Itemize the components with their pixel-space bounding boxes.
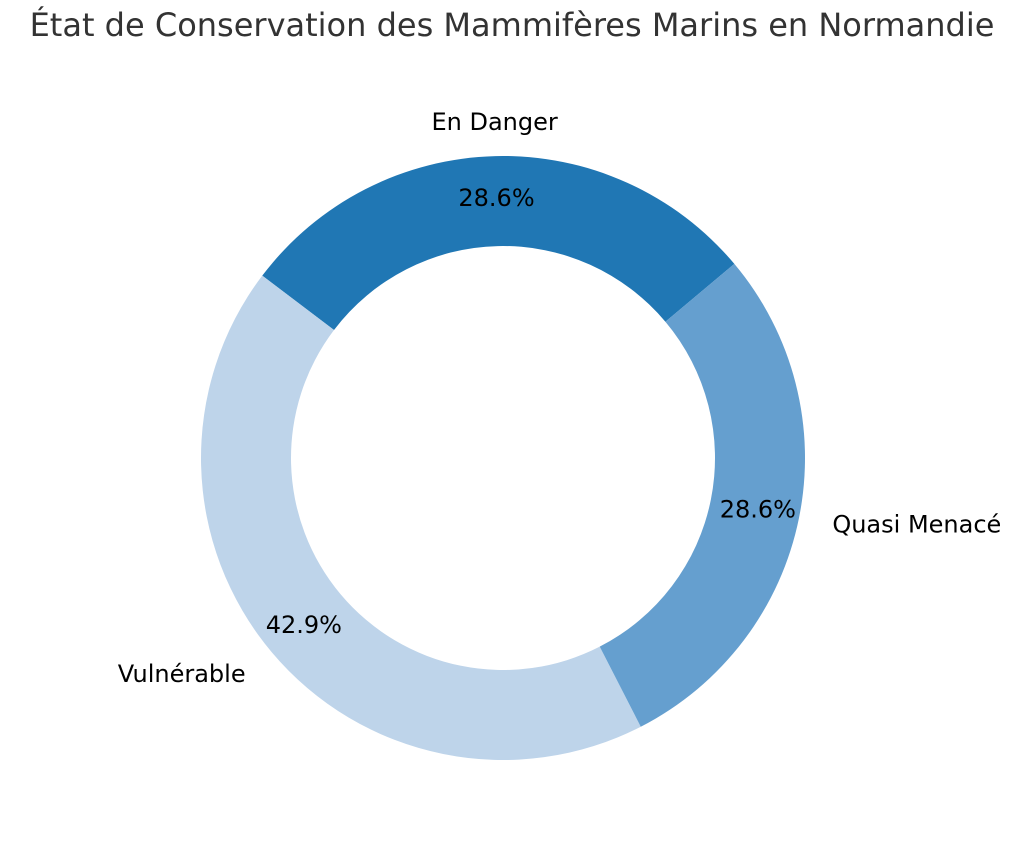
category-label: Quasi Menacé: [832, 511, 1001, 539]
slice-quasi-menace: [599, 263, 805, 727]
chart-title: État de Conservation des Mammifères Mari…: [29, 6, 995, 44]
category-label: En Danger: [431, 108, 557, 136]
category-label: Vulnérable: [118, 660, 246, 688]
labels-group: 28.6% En Danger 42.9% Vulnérable 28.6% Quasi …: [118, 108, 1002, 688]
percent-label: 42.9%: [266, 611, 342, 639]
slice-en-danger: [262, 156, 735, 330]
slice-vulnerable: [200, 275, 641, 761]
percent-label: 28.6%: [720, 496, 796, 524]
percent-label: 28.6%: [458, 184, 534, 212]
slices-group: [200, 156, 805, 761]
